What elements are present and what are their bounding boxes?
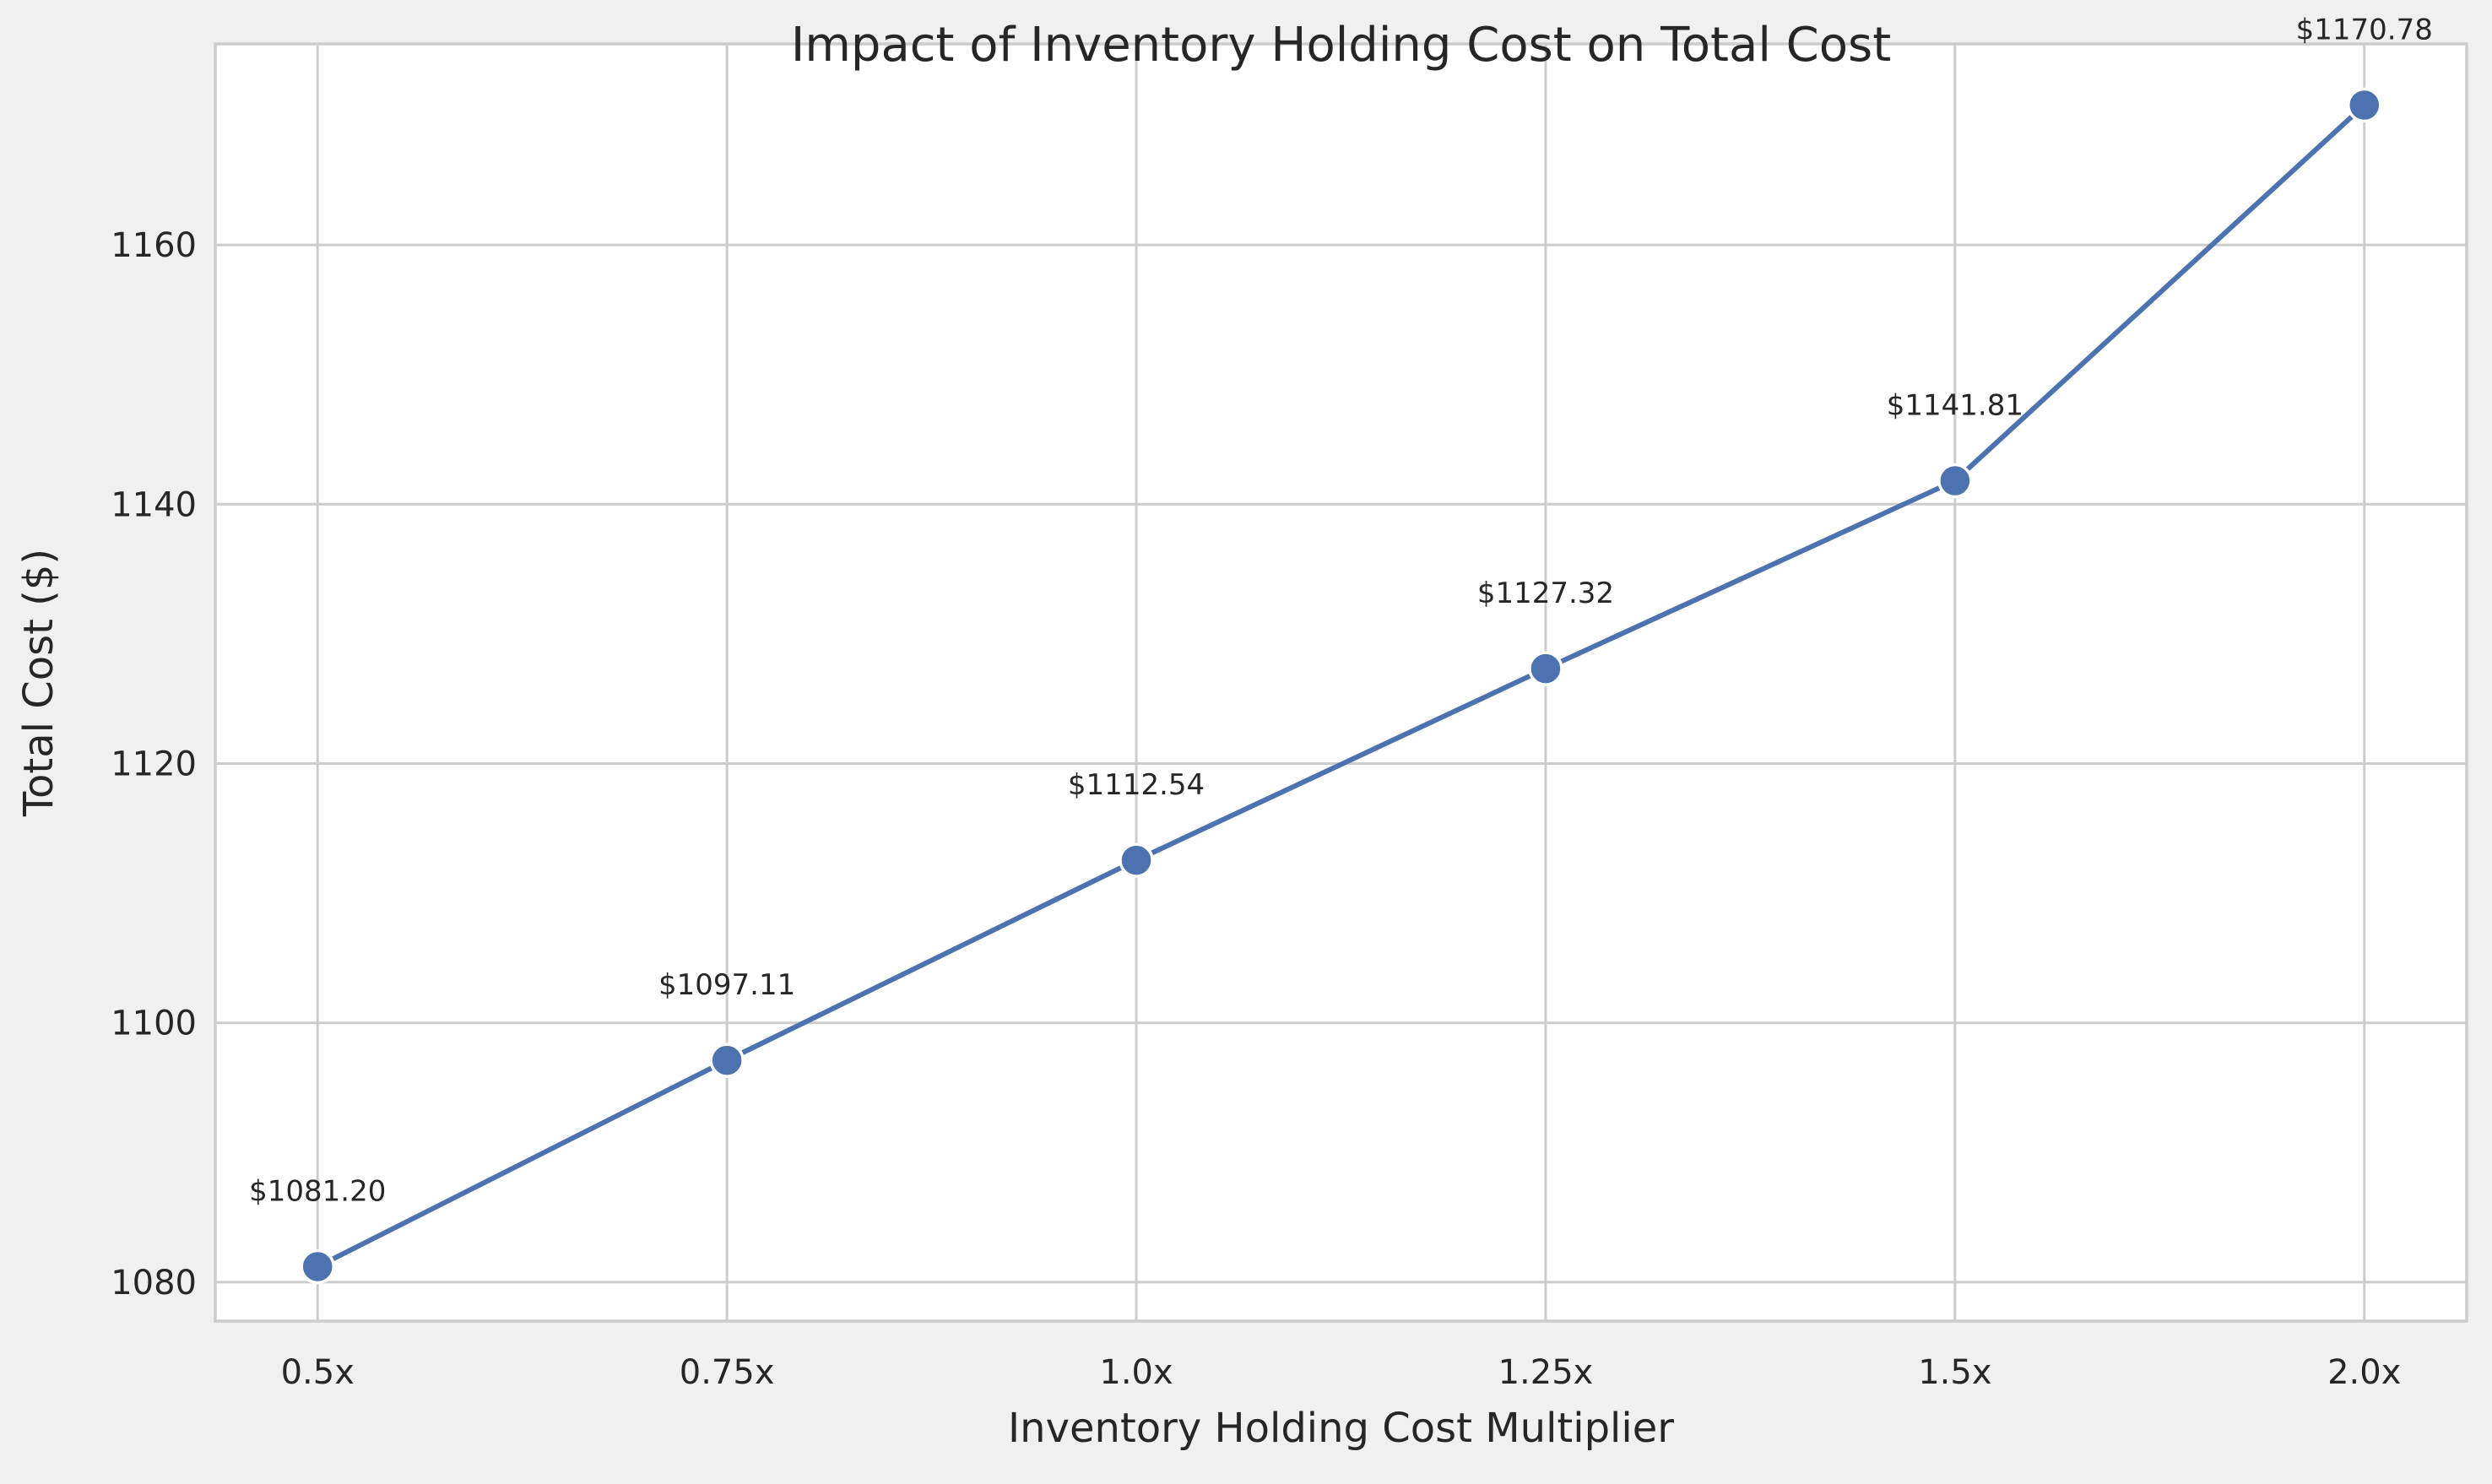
plot-area [215, 44, 2467, 1321]
y-tick-label: 1160 [111, 226, 197, 265]
y-tick-label: 1120 [111, 745, 197, 784]
data-labels: $1081.20 $1097.11 $1112.54 $1127.32 $1141.81… [249, 14, 2433, 1209]
axes-frame [214, 42, 2468, 1323]
data-point [1937, 463, 1973, 499]
x-tick-label: 0.75x [680, 1353, 775, 1392]
series-line-group [315, 102, 2367, 1270]
data-point [709, 1043, 745, 1078]
data-label: $1097.11 [658, 968, 795, 1002]
y-tick-label: 1080 [111, 1264, 197, 1303]
chart-title: Impact of Inventory Holding Cost on Tota… [791, 18, 1891, 73]
x-axis-label: Inventory Holding Cost Multiplier [1008, 1405, 1674, 1452]
tick-labels: 0.5x 0.75x 1.0x 1.25x 1.5x 2.0x 1080 1100 1120 11… [111, 226, 2401, 1392]
data-label: $1141.81 [1887, 388, 2023, 422]
data-label: $1112.54 [1068, 768, 1205, 802]
series-line [315, 102, 2367, 1270]
x-tick-label: 0.5x [281, 1353, 355, 1392]
axes-spines [214, 42, 2468, 1323]
x-tick-label: 1.0x [1099, 1353, 1173, 1392]
data-point [1528, 651, 1563, 686]
x-tick-label: 2.0x [2327, 1353, 2401, 1392]
y-tick-label: 1140 [111, 485, 197, 524]
data-points [300, 87, 2382, 1285]
data-point [2347, 87, 2382, 123]
data-label: $1081.20 [249, 1174, 386, 1208]
data-point [300, 1248, 335, 1285]
data-label: $1170.78 [2296, 14, 2433, 47]
data-label: $1127.32 [1477, 577, 1614, 610]
data-point [1119, 842, 1154, 878]
y-tick-label: 1100 [111, 1005, 197, 1043]
x-tick-label: 1.5x [1918, 1353, 1991, 1392]
x-tick-label: 1.25x [1498, 1353, 1594, 1392]
y-axis-label: Total Cost ($) [15, 549, 62, 817]
